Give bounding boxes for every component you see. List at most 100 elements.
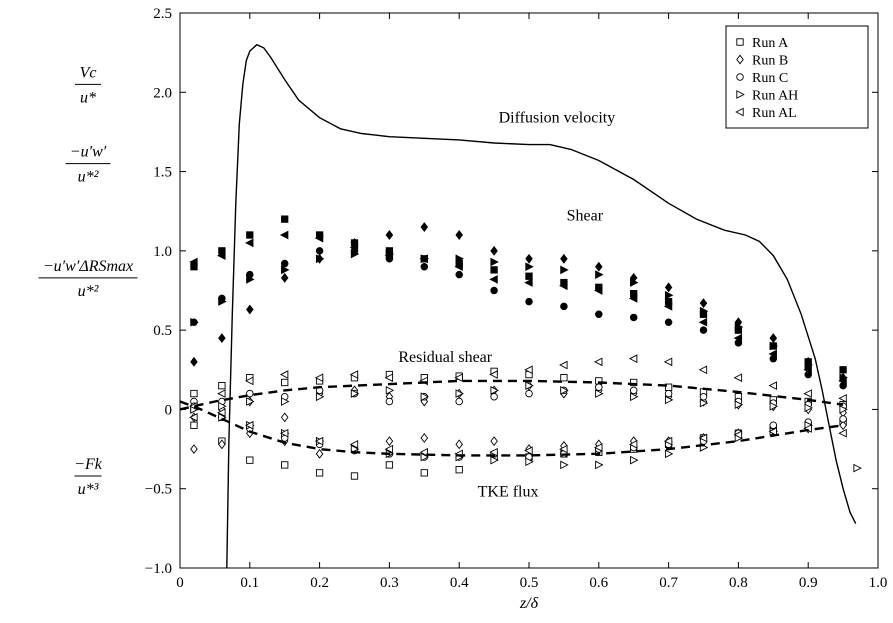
x-tick-label: 0.6 <box>589 575 608 591</box>
tke-point <box>246 456 254 464</box>
shear-point <box>384 251 394 260</box>
residual-point <box>560 386 569 395</box>
tke-point <box>420 433 429 443</box>
y-tick-label: 0.5 <box>153 323 172 339</box>
residual-point <box>218 401 227 411</box>
shear-point <box>560 253 568 264</box>
tke-point <box>189 413 198 422</box>
shear-point <box>455 230 463 240</box>
tke-point <box>490 455 499 465</box>
fraction-numerator: −u′w′ΔRSmax <box>43 258 133 275</box>
y-tick-label: 1.5 <box>153 165 172 181</box>
residual-point <box>698 365 708 375</box>
residual-point <box>315 392 325 402</box>
residual-point <box>217 389 226 398</box>
series-run-b <box>190 222 847 459</box>
y-tick-label: 1.0 <box>153 244 172 260</box>
fraction-denominator: u* <box>80 89 96 106</box>
shear-point <box>525 262 534 272</box>
shear-point <box>190 356 198 367</box>
residual-point <box>350 389 360 398</box>
tke-point <box>279 428 289 438</box>
shear-point <box>699 306 709 316</box>
residual-point <box>349 370 359 379</box>
tke-point <box>315 448 324 459</box>
tke-point <box>839 415 847 423</box>
shear-point <box>455 270 463 279</box>
shear-point <box>664 318 673 326</box>
annotation: TKE flux <box>478 484 539 501</box>
y-axis-fraction-label: Vc u* <box>75 64 101 106</box>
shear-point <box>490 257 499 267</box>
shear-point <box>734 322 744 332</box>
residual-point <box>314 373 324 383</box>
x-tick-label: 1.0 <box>869 575 888 591</box>
residual-point <box>490 392 498 401</box>
fraction-numerator: Vc <box>80 64 97 81</box>
tke-point <box>698 433 708 443</box>
shear-point <box>559 281 568 291</box>
shear-point <box>385 230 394 240</box>
shear-point <box>281 215 289 223</box>
shear-point <box>595 270 604 279</box>
residual-point <box>699 392 708 401</box>
shear-point <box>246 231 254 239</box>
tke-point <box>489 447 498 457</box>
residual-point <box>664 395 674 405</box>
shear-point <box>769 341 779 351</box>
annotation: Residual shear <box>398 349 492 366</box>
residual-point <box>246 389 254 398</box>
legend-label: Run B <box>752 54 788 69</box>
residual-point <box>385 397 394 406</box>
shear-point <box>490 266 498 274</box>
x-tick-label: 0 <box>176 575 184 591</box>
shear-point <box>217 251 226 260</box>
tke-point <box>455 466 463 474</box>
tke-point <box>385 436 394 447</box>
residual-point <box>525 381 534 390</box>
residual-point <box>218 381 226 390</box>
residual-point <box>629 386 638 395</box>
series-run-c <box>190 247 847 461</box>
shear-point <box>664 290 674 300</box>
tke-point <box>560 460 569 470</box>
shear-point <box>560 265 569 275</box>
shear-point <box>350 249 360 259</box>
y-tick-label: 2.0 <box>153 85 172 101</box>
tke-point <box>349 439 359 449</box>
shear-point <box>279 230 289 240</box>
residual-point <box>490 386 499 395</box>
tke-point <box>525 457 534 467</box>
residual-point <box>385 386 395 395</box>
residual-point <box>628 354 638 364</box>
shear-point <box>420 262 429 271</box>
residual-point <box>734 400 744 410</box>
shear-point <box>315 247 324 255</box>
x-tick-label: 0.9 <box>799 575 818 591</box>
shear-point <box>803 365 812 375</box>
residual-point <box>279 370 289 379</box>
tke-point <box>853 463 862 473</box>
shear-point <box>560 302 568 311</box>
shear-point <box>663 302 673 311</box>
shear-point <box>454 262 463 272</box>
shear-point <box>699 298 708 309</box>
shear-point <box>664 282 673 293</box>
legend-label: Run AH <box>752 89 798 104</box>
tke-point <box>839 420 847 431</box>
shear-point <box>490 245 498 256</box>
residual-point <box>663 357 673 367</box>
tke-point <box>769 421 778 430</box>
fraction-denominator: u*² <box>78 283 100 300</box>
residual-point <box>630 392 639 402</box>
shear-point <box>246 275 255 284</box>
line-residual-shear-mean <box>180 379 844 411</box>
shear-point <box>768 349 777 359</box>
tke-point <box>630 455 639 465</box>
tke-point <box>594 443 603 452</box>
shear-point <box>189 257 198 267</box>
tke-point <box>490 436 498 447</box>
legend: Run A Run B Run C Run AH Run AL <box>725 25 869 129</box>
residual-point <box>733 373 743 383</box>
legend-label: Run C <box>752 71 788 86</box>
